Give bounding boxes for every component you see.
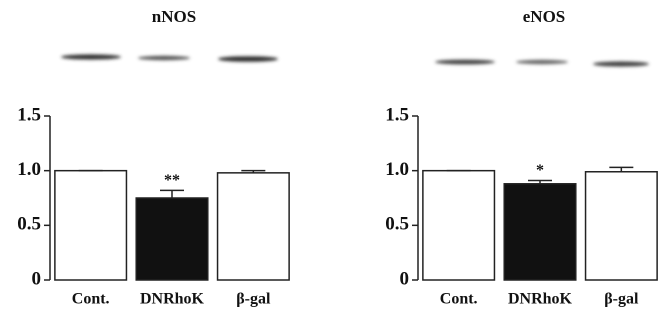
blot-enos [435, 60, 649, 67]
y-tick-label: 1.5 [17, 104, 41, 125]
significance-marker: ** [164, 172, 180, 189]
y-tick-label: 0.5 [17, 214, 41, 235]
bar [504, 184, 576, 280]
bar [55, 171, 127, 280]
y-tick-label: 0 [400, 268, 410, 289]
x-tick-label: DNRhoK [140, 291, 205, 308]
y-tick-label: 0 [32, 268, 42, 289]
blot-nnos [61, 54, 278, 61]
x-tick-label: Cont. [72, 291, 110, 308]
significance-marker: * [536, 162, 544, 179]
y-tick-label: 1.5 [385, 104, 409, 125]
chart-title: eNOS [523, 7, 566, 26]
x-tick-label: β-gal [236, 291, 271, 308]
y-tick-label: 0.5 [385, 214, 409, 235]
y-tick-label: 1.0 [385, 159, 409, 180]
bar [136, 198, 208, 280]
chart-title: nNOS [152, 7, 196, 26]
x-tick-label: β-gal [604, 291, 639, 308]
bar [423, 171, 495, 280]
y-tick-label: 1.0 [17, 159, 41, 180]
x-tick-label: DNRhoK [508, 291, 573, 308]
figure: nNOS 0 0.5 1.0 1.5 Cont. DNRhoK ** β-gal eNOS 0 0.5… [0, 0, 662, 320]
error-bar [160, 190, 184, 198]
x-tick-label: Cont. [440, 291, 478, 308]
bar [218, 173, 290, 280]
bar [586, 172, 658, 280]
